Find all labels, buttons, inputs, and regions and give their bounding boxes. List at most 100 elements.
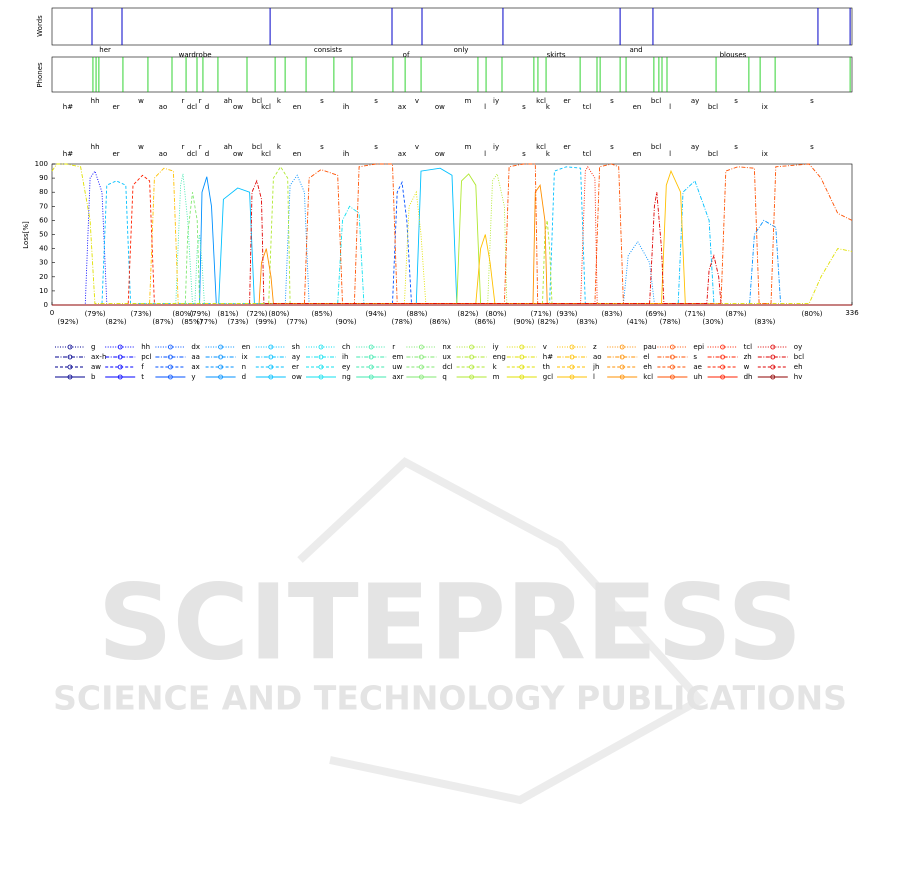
legend-marker [368,364,374,370]
phone-label: d [205,103,209,111]
phone-label: s [320,97,324,105]
legend-label: r [392,343,395,351]
series-line [184,192,201,304]
legend-label: uh [693,373,702,381]
phone-label: s [810,97,814,105]
series-line [403,190,427,304]
segment-phone-label: ah [224,143,233,151]
legend-marker [268,374,274,380]
legend-marker [418,344,424,350]
legend-marker [67,354,73,360]
legend-marker [619,364,625,370]
phone-label: iy [493,97,499,105]
series-line [51,163,853,305]
legend-label: y [191,373,195,381]
accuracy-label: (80%) [801,310,822,318]
legend-marker [117,354,123,360]
phones-ylabel: Phones [36,62,44,88]
legend-label: n [242,363,246,371]
legend-label: em [392,353,403,361]
segment-phone-label: d [205,150,209,158]
legend-marker [770,364,776,370]
segment-phone-label: ao [159,150,168,158]
legend-marker [117,364,123,370]
word-label: only [454,46,469,54]
accuracy-label: (77%) [196,318,217,326]
accuracy-label: (80%) [268,310,289,318]
watermark-title: SCITEPRESS [98,561,802,683]
legend-label: hv [794,373,803,381]
series-line [249,179,722,305]
legend-marker [720,364,725,370]
legend-label: epi [693,343,704,351]
phone-label: w [138,97,144,105]
series-line [749,219,782,304]
phone-label: er [563,97,570,105]
y-tick-label: 20 [39,273,48,281]
accuracy-label: (79%) [190,310,211,318]
legend-label: ch [342,343,350,351]
y-tick-label: 30 [39,259,48,267]
legend-label: ih [342,353,348,361]
y-tick-label: 70 [39,202,48,210]
segment-phone-label: k [277,143,282,151]
words-frame [51,7,853,46]
legend-marker [67,364,73,370]
legend-label: l [593,373,595,381]
legend-marker [418,374,424,380]
series-line [258,183,548,305]
series-line [268,165,553,305]
series-line [580,165,598,304]
legend-marker [167,354,173,360]
legend-label: iy [493,343,499,351]
legend-marker [720,354,725,360]
segment-phone-label: kcl [536,143,546,151]
segment-phone-label: s [610,143,614,151]
legend-label: nx [442,343,451,351]
legend-label: pau [643,343,656,351]
segment-phone-label: s [734,143,738,151]
series-line [303,163,853,305]
legend-marker [418,354,424,360]
legend-label: ae [693,363,702,371]
segment-phone-label: ow [233,150,243,158]
segment-phone-label: en [633,150,642,158]
legend-marker [720,344,725,350]
accuracy-label: (79%) [85,310,106,318]
accuracy-label: (82%) [457,310,478,318]
legend-marker [268,354,274,360]
words-ylabel: Words [36,15,44,37]
legend-label: t [141,373,144,381]
phones-frame [51,56,853,93]
segment-phone-label: en [293,150,302,158]
legend-label: k [493,363,498,371]
legend-marker [117,344,123,350]
legend-marker [619,374,625,380]
word-label: wardrobe [179,51,212,59]
legend-marker [368,354,374,360]
legend-marker [569,364,575,370]
y-tick-label: 40 [39,245,48,253]
segment-phone-label: ix [762,150,768,158]
legend-marker [519,364,525,370]
accuracy-label: (86%) [475,318,496,326]
legend-label: v [543,343,547,351]
series-line [199,176,217,304]
legend-label: ax-h [91,353,106,361]
series-line [475,169,686,305]
legend-label: ix [242,353,248,361]
accuracy-label: (83%) [576,318,597,326]
legend-marker [318,364,324,370]
legend-marker [770,354,776,360]
legend-label: sh [292,343,300,351]
legend-label: oy [794,343,802,351]
phone-label: k [277,97,282,105]
accuracy-label: (90%) [513,318,534,326]
accuracy-label: (69%) [646,310,667,318]
segment-phone-label: dcl [187,150,197,158]
y-tick-label: 60 [39,216,48,224]
legend-label: bcl [794,353,804,361]
legend-label: s [693,353,697,361]
y-tick-label: 80 [39,188,48,196]
